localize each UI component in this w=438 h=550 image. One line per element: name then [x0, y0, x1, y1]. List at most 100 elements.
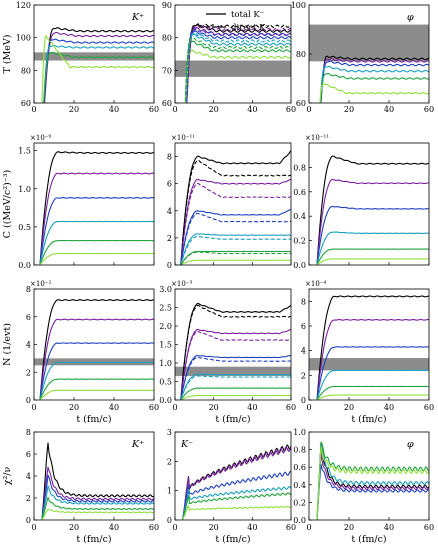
series-line-solid [44, 31, 154, 103]
y-tick-label: 0.6 [293, 463, 306, 472]
panel-r1-c1: 0 2 4 6 8 ×10⁻¹¹ [167, 134, 292, 270]
series-group [39, 151, 154, 265]
y-tick-label: 60 [162, 99, 172, 108]
y-tick-label: 80 [21, 66, 31, 75]
series-line-solid [182, 470, 291, 520]
experimental-band [34, 358, 154, 366]
legend-entry-label: total K⁻ [231, 10, 264, 20]
series-line-solid [320, 55, 429, 103]
y-tick-label: 1.0 [159, 359, 172, 368]
y-tick-label: 4 [26, 341, 31, 350]
series-line-solid [43, 51, 154, 103]
experimental-band [175, 60, 291, 77]
y-tick-label: 4 [26, 472, 31, 481]
y-tick-label: 0.2 [293, 237, 306, 246]
y-tick-label: 0.8 [293, 446, 306, 455]
y-tick-label: 0.6 [293, 188, 306, 197]
series-group [41, 442, 154, 520]
y-tick-label: 6 [26, 313, 31, 322]
series-line-dashed [186, 23, 291, 103]
series-group [316, 155, 429, 265]
x-tick-label: 60 [286, 105, 296, 114]
series-line-solid [41, 496, 154, 520]
y-tick-label: 6 [26, 450, 31, 459]
series-line-dashed [184, 37, 291, 103]
y-tick-label: 0.2 [293, 498, 306, 507]
x-tick-label: 20 [344, 105, 354, 114]
x-tick-label: 40 [247, 523, 257, 532]
series-line-solid [316, 441, 429, 520]
x-tick-label: 20 [69, 403, 79, 412]
series-line-dashed [180, 182, 291, 265]
series-line-solid [43, 38, 154, 103]
panel-r2-c2: 0 2 4 6 8 0 20 40 60 ×10⁻⁴ t (fm/c) [301, 280, 434, 425]
series-line-solid [41, 474, 154, 520]
series-line-solid [39, 151, 154, 265]
series-line-solid [316, 248, 429, 265]
series-line-solid [184, 40, 291, 103]
series-line-dashed [180, 304, 291, 400]
series-line-solid [39, 389, 154, 400]
axis-multiplier: ×10⁻¹¹ [171, 134, 195, 142]
panel-frame [308, 288, 430, 401]
y-tick-label: 6 [301, 322, 306, 331]
x-tick-label: 0 [31, 105, 36, 114]
y-axis-label: χ²/ν [2, 467, 13, 486]
y-tick-label: 4 [167, 207, 172, 216]
x-tick-label: 40 [109, 105, 119, 114]
x-tick-label: 0 [172, 523, 177, 532]
panel-label: K⁺ [131, 12, 144, 23]
x-tick-label: 0 [306, 403, 311, 412]
x-tick-label: 20 [344, 403, 354, 412]
series-line-solid [182, 505, 291, 520]
panel-r2-c0: 0 2 4 6 8 0 20 40 60 ×10⁻² t (fm/c) [26, 280, 159, 425]
series-line-solid [39, 378, 154, 400]
panel-frame [33, 4, 155, 104]
series-line-solid [185, 33, 291, 103]
y-tick-label: 0 [26, 396, 31, 405]
series-line-solid [39, 172, 154, 265]
axis-multiplier: ×10⁻³ [171, 280, 192, 288]
series-line-solid [319, 83, 429, 103]
series-line-solid [316, 385, 429, 400]
series-line-solid [180, 394, 291, 400]
series-group [180, 302, 291, 400]
panel-r3-c2: 0.0 0.2 0.4 0.6 0.8 1.0 0 20 40 60 φ t (fm/c) [293, 428, 434, 545]
series-line-solid [316, 178, 429, 265]
series-line-solid [316, 369, 429, 400]
series-line-solid [39, 318, 154, 400]
series-line-solid [316, 318, 429, 400]
series-line-solid [180, 208, 291, 265]
y-tick-label: 0.4 [293, 212, 306, 221]
x-tick-label: 0 [306, 523, 311, 532]
x-axis-label: t (fm/c) [215, 534, 250, 545]
series-line-solid [180, 328, 291, 400]
series-line-solid [316, 451, 429, 520]
x-tick-label: 60 [149, 105, 159, 114]
panel-frame [33, 142, 155, 266]
y-tick-label: 8 [167, 153, 172, 162]
axis-multiplier: ×10⁻² [30, 280, 51, 288]
series-line-solid [316, 295, 429, 400]
y-tick-label: 80 [296, 50, 306, 59]
y-tick-label: 0.5 [159, 378, 172, 387]
panel-frame [33, 288, 155, 401]
series-group [319, 55, 429, 103]
y-tick-label: 8 [26, 285, 31, 294]
series-line-solid [316, 394, 429, 400]
series-line-dashed [180, 236, 291, 265]
series-line-solid [180, 387, 291, 400]
y-tick-label: 1.0 [293, 428, 306, 437]
series-line-dashed [180, 251, 291, 265]
x-tick-label: 40 [384, 403, 394, 412]
experimental-band [34, 52, 154, 61]
panel-frame [174, 142, 292, 266]
x-tick-label: 60 [424, 105, 434, 114]
y-tick-label: 2 [167, 457, 172, 466]
y-axis-label: C ((MeV/c²)⁻³) [2, 170, 13, 238]
series-line-solid [180, 178, 291, 265]
x-tick-label: 40 [384, 523, 394, 532]
experimental-band [309, 24, 429, 62]
series-line-solid [180, 250, 291, 265]
